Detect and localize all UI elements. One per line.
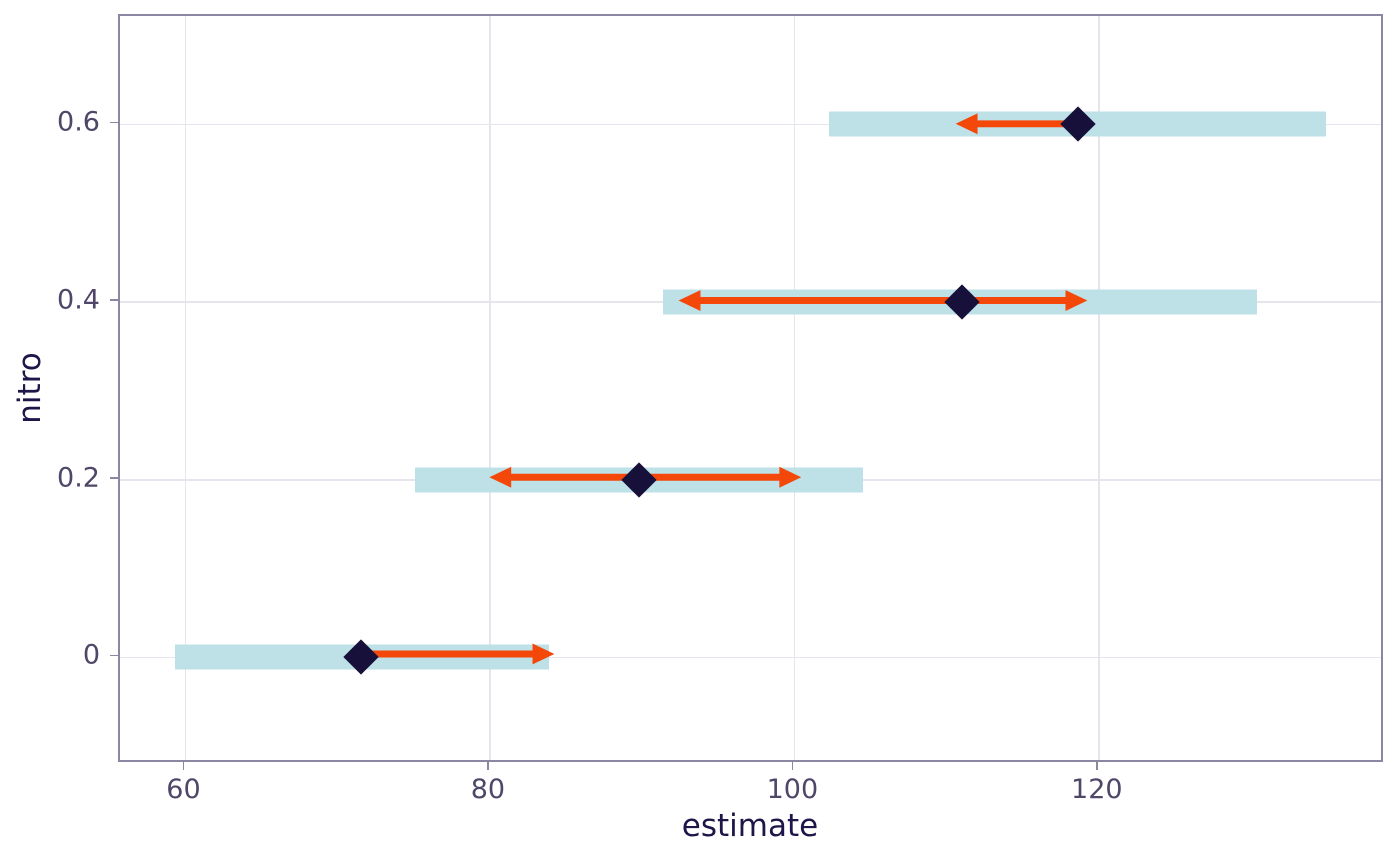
- y-tick-label: 0: [82, 639, 100, 671]
- y-tick-mark: [110, 654, 118, 657]
- y-gridline: [120, 656, 1381, 659]
- x-gridline: [489, 16, 491, 760]
- x-tick-mark: [791, 762, 794, 770]
- arrow-head-right-icon: [532, 643, 555, 665]
- arrow-head-left-icon: [955, 113, 978, 135]
- x-gridline: [184, 16, 187, 760]
- x-axis-title: estimate: [681, 808, 819, 844]
- y-tick-label: 0.2: [57, 462, 100, 494]
- y-tick-mark: [110, 299, 118, 301]
- x-gridline: [1098, 16, 1100, 760]
- x-gridline: [793, 16, 796, 760]
- x-tick-mark: [487, 762, 489, 770]
- y-tick-mark: [110, 476, 118, 479]
- arrow-head-right-icon: [779, 466, 802, 488]
- arrow-head-left-icon: [678, 290, 701, 311]
- y-gridline: [120, 123, 1381, 126]
- y-axis-title: nitro: [12, 352, 48, 424]
- arrow-intervals-layer: [360, 113, 1088, 665]
- x-tick-label: 60: [166, 774, 201, 805]
- x-tick-label: 100: [766, 774, 819, 805]
- x-tick-mark: [1096, 762, 1098, 770]
- x-tick-label: 120: [1071, 774, 1123, 805]
- y-tick-mark: [110, 121, 118, 124]
- x-tick-label: 80: [470, 774, 506, 805]
- x-tick-mark: [182, 762, 185, 770]
- y-tick-label: 0.4: [57, 284, 100, 316]
- arrow-head-right-icon: [1065, 290, 1088, 311]
- plot-panel: [118, 14, 1383, 762]
- y-tick-label: 0.6: [57, 106, 100, 138]
- arrow-head-left-icon: [489, 466, 512, 488]
